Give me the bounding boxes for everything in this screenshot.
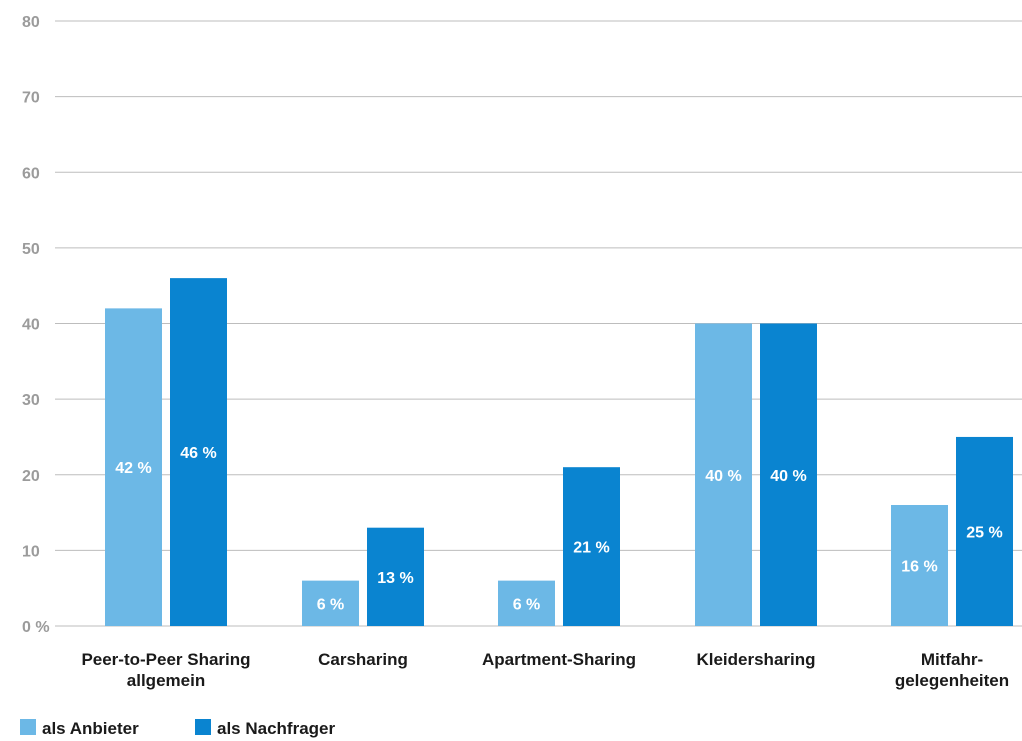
y-tick-label: 30 xyxy=(22,392,40,409)
bar-nachfrager xyxy=(956,436,1013,626)
category-label-line: Carsharing xyxy=(318,650,408,669)
category-label-line: allgemein xyxy=(127,671,205,690)
category-label-line: gelegenheiten xyxy=(895,671,1009,690)
bar-value-label: 42 % xyxy=(115,460,151,477)
bar-nachfrager xyxy=(563,467,620,626)
category-label: Apartment-Sharing xyxy=(482,650,636,669)
bar-anbieter xyxy=(302,580,359,626)
bar-anbieter xyxy=(695,323,752,626)
legend-label: als Nachfrager xyxy=(217,719,335,738)
category-label-line: Apartment-Sharing xyxy=(482,650,636,669)
category-label-line: Kleidersharing xyxy=(696,650,815,669)
y-axis-ticks: 0 % 10 20 30 40 50 60 70 80 xyxy=(22,14,50,636)
bar-value-label: 6 % xyxy=(513,596,541,613)
y-tick-label: 50 xyxy=(22,241,40,258)
category-labels: Peer-to-Peer Sharing allgemein Carsharing A… xyxy=(81,650,1009,690)
bar-value-label: 40 % xyxy=(705,468,741,485)
category-label: Peer-to-Peer Sharing allgemein xyxy=(81,650,250,690)
bar-value-label: 13 % xyxy=(377,570,413,587)
y-tick-label: 80 xyxy=(22,14,40,31)
bar-value-label: 16 % xyxy=(901,559,937,576)
bar-value-label: 25 % xyxy=(966,524,1002,541)
category-label-line: Peer-to-Peer Sharing xyxy=(81,650,250,669)
y-tick-label: 70 xyxy=(22,90,40,107)
bar-nachfrager xyxy=(367,527,424,626)
y-tick-label: 60 xyxy=(22,165,40,182)
bar-value-label: 46 % xyxy=(180,445,216,462)
legend-swatch xyxy=(20,719,36,735)
bar-value-label: 6 % xyxy=(317,596,345,613)
category-label-line: Mitfahr- xyxy=(921,650,983,669)
y-tick-label: 0 % xyxy=(22,619,50,636)
bar-value-label: 40 % xyxy=(770,468,806,485)
bar-nachfrager xyxy=(170,278,227,626)
bar-value-label: 21 % xyxy=(573,540,609,557)
bar-anbieter xyxy=(498,580,555,626)
category-label: Carsharing xyxy=(318,650,408,669)
bar-nachfrager xyxy=(760,323,817,626)
bars: 42 % 6 % 6 % 40 % 16 % 46 % 13 % 21 % 40 % 25 % xyxy=(105,278,1013,626)
bar-anbieter xyxy=(891,505,948,626)
category-label: Mitfahr-gelegenheiten xyxy=(895,650,1009,690)
legend-label: als Anbieter xyxy=(42,719,139,738)
y-tick-label: 40 xyxy=(22,317,40,334)
legend-swatch xyxy=(195,719,211,735)
y-tick-label: 10 xyxy=(22,543,40,560)
y-tick-label: 20 xyxy=(22,468,40,485)
category-label: Kleidersharing xyxy=(696,650,815,669)
legend: als Anbieter als Nachfrager xyxy=(20,719,335,738)
bar-anbieter xyxy=(105,308,162,626)
